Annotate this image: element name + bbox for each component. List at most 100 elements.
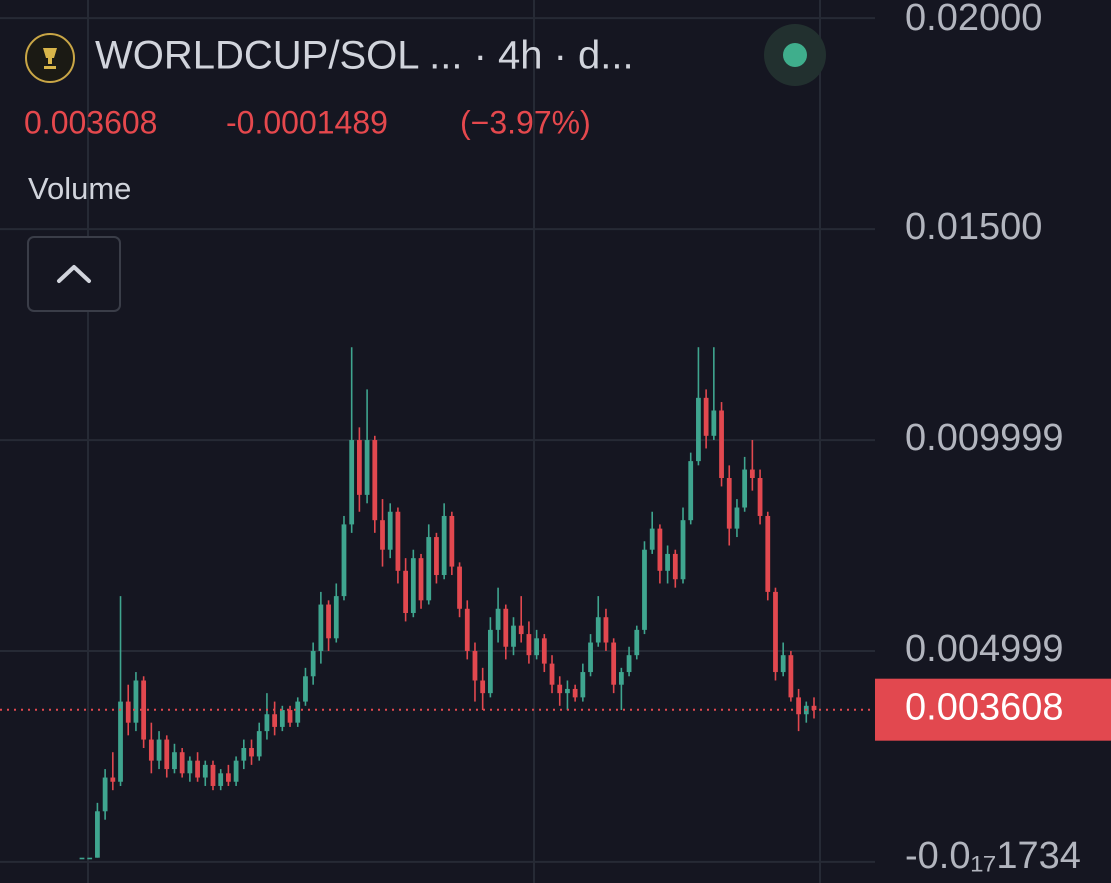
chevron-up-icon [57,265,91,283]
candle-body [665,553,670,571]
candle-body [711,410,717,436]
candle-body [649,528,655,550]
candle-body [172,752,177,770]
candle-body [734,507,740,529]
candle-body [318,604,324,651]
candle-body [696,397,701,462]
candle-body [179,752,185,774]
candle-body [380,520,385,550]
candle-body [472,650,478,681]
candle-body [210,764,216,786]
candle-body [125,701,131,723]
candle-body [796,697,801,715]
symbol-title[interactable]: WORLDCUP/SOL ... · 4h · d... [95,34,634,78]
candle-body [364,440,370,495]
candle-body [341,524,347,597]
candle-body [487,629,493,694]
candle-body [326,604,331,639]
candle-body [549,663,555,685]
last-price-tag-label: 0.003608 [905,687,1064,729]
grid [0,17,875,863]
candle-body [757,477,763,516]
candle-body [672,553,678,580]
candle-body [164,739,170,770]
candle-body [102,777,108,812]
candle-body [233,760,239,782]
candle-body [765,515,771,592]
candle-body [464,608,470,651]
candles [0,347,875,860]
candle-body [518,625,524,635]
candle-body [773,591,778,673]
candle-body [87,857,93,860]
candle-body [642,549,647,630]
candle-body [410,558,416,613]
candle-body [742,469,748,508]
candle-body [418,558,424,601]
collapse-button[interactable] [27,236,121,312]
price-change: -0.0001489 [226,104,388,140]
candle-body [726,477,732,529]
candle-body [749,469,755,478]
candle-body [457,566,462,609]
candle-body [303,676,308,702]
indicator-label[interactable]: Volume [28,171,131,206]
candle-body [588,642,593,673]
candle-body [449,515,455,567]
candle-body [195,760,200,778]
candle-body [811,705,817,711]
candle-body [249,747,254,757]
candle-body [426,537,432,601]
candle-body [264,714,270,732]
candle-body [395,511,401,571]
y-tick-label: -0.0₁₇1734 [905,835,1081,877]
candle-body [333,596,339,639]
status-dot [783,43,807,67]
candle-body [110,777,116,782]
candle-body [241,747,247,761]
candle-body [580,672,586,698]
candle-body [357,440,362,495]
candle-body [680,520,686,580]
candle-body [688,461,694,521]
candle-body [95,811,100,858]
candle-body [387,511,393,550]
candle-body [310,650,316,677]
candle-body [187,760,193,774]
candle-body [256,731,262,757]
last-price: 0.003608 [24,104,157,140]
candle-body [626,655,632,673]
header: WORLDCUP/SOL ... · 4h · d... 0.003608 -0… [24,24,826,312]
candle-body [148,739,154,761]
candle-body [541,638,547,664]
candle-body [441,515,447,576]
candle-body [503,608,509,647]
candle-body [565,688,570,694]
candle-body [279,710,285,727]
price-change-percent: (−3.97%) [460,104,591,140]
candle-body [79,857,85,860]
candle-body [133,680,139,723]
candle-body [618,672,624,685]
candle-body [511,625,516,647]
y-tick-label: 0.01500 [905,206,1042,248]
y-tick-label: 0.004999 [905,628,1064,670]
candle-body [403,570,409,613]
candle-body [657,528,663,571]
y-tick-label: 0.02000 [905,0,1042,39]
y-axis: -0.0₁₇1734 0.004999 0.009999 0.01500 0.02000… [875,0,1111,877]
candle-body [141,680,147,740]
candle-body [202,764,208,778]
candle-body [495,608,501,630]
last-price-tag [875,678,1111,741]
candle-body [611,642,617,685]
candle-body [780,655,786,673]
candle-body [534,638,539,656]
candle-body [118,701,123,782]
candle-body [295,701,301,723]
candle-body [788,655,794,698]
candle-body [287,710,293,723]
candle-body [349,440,355,525]
